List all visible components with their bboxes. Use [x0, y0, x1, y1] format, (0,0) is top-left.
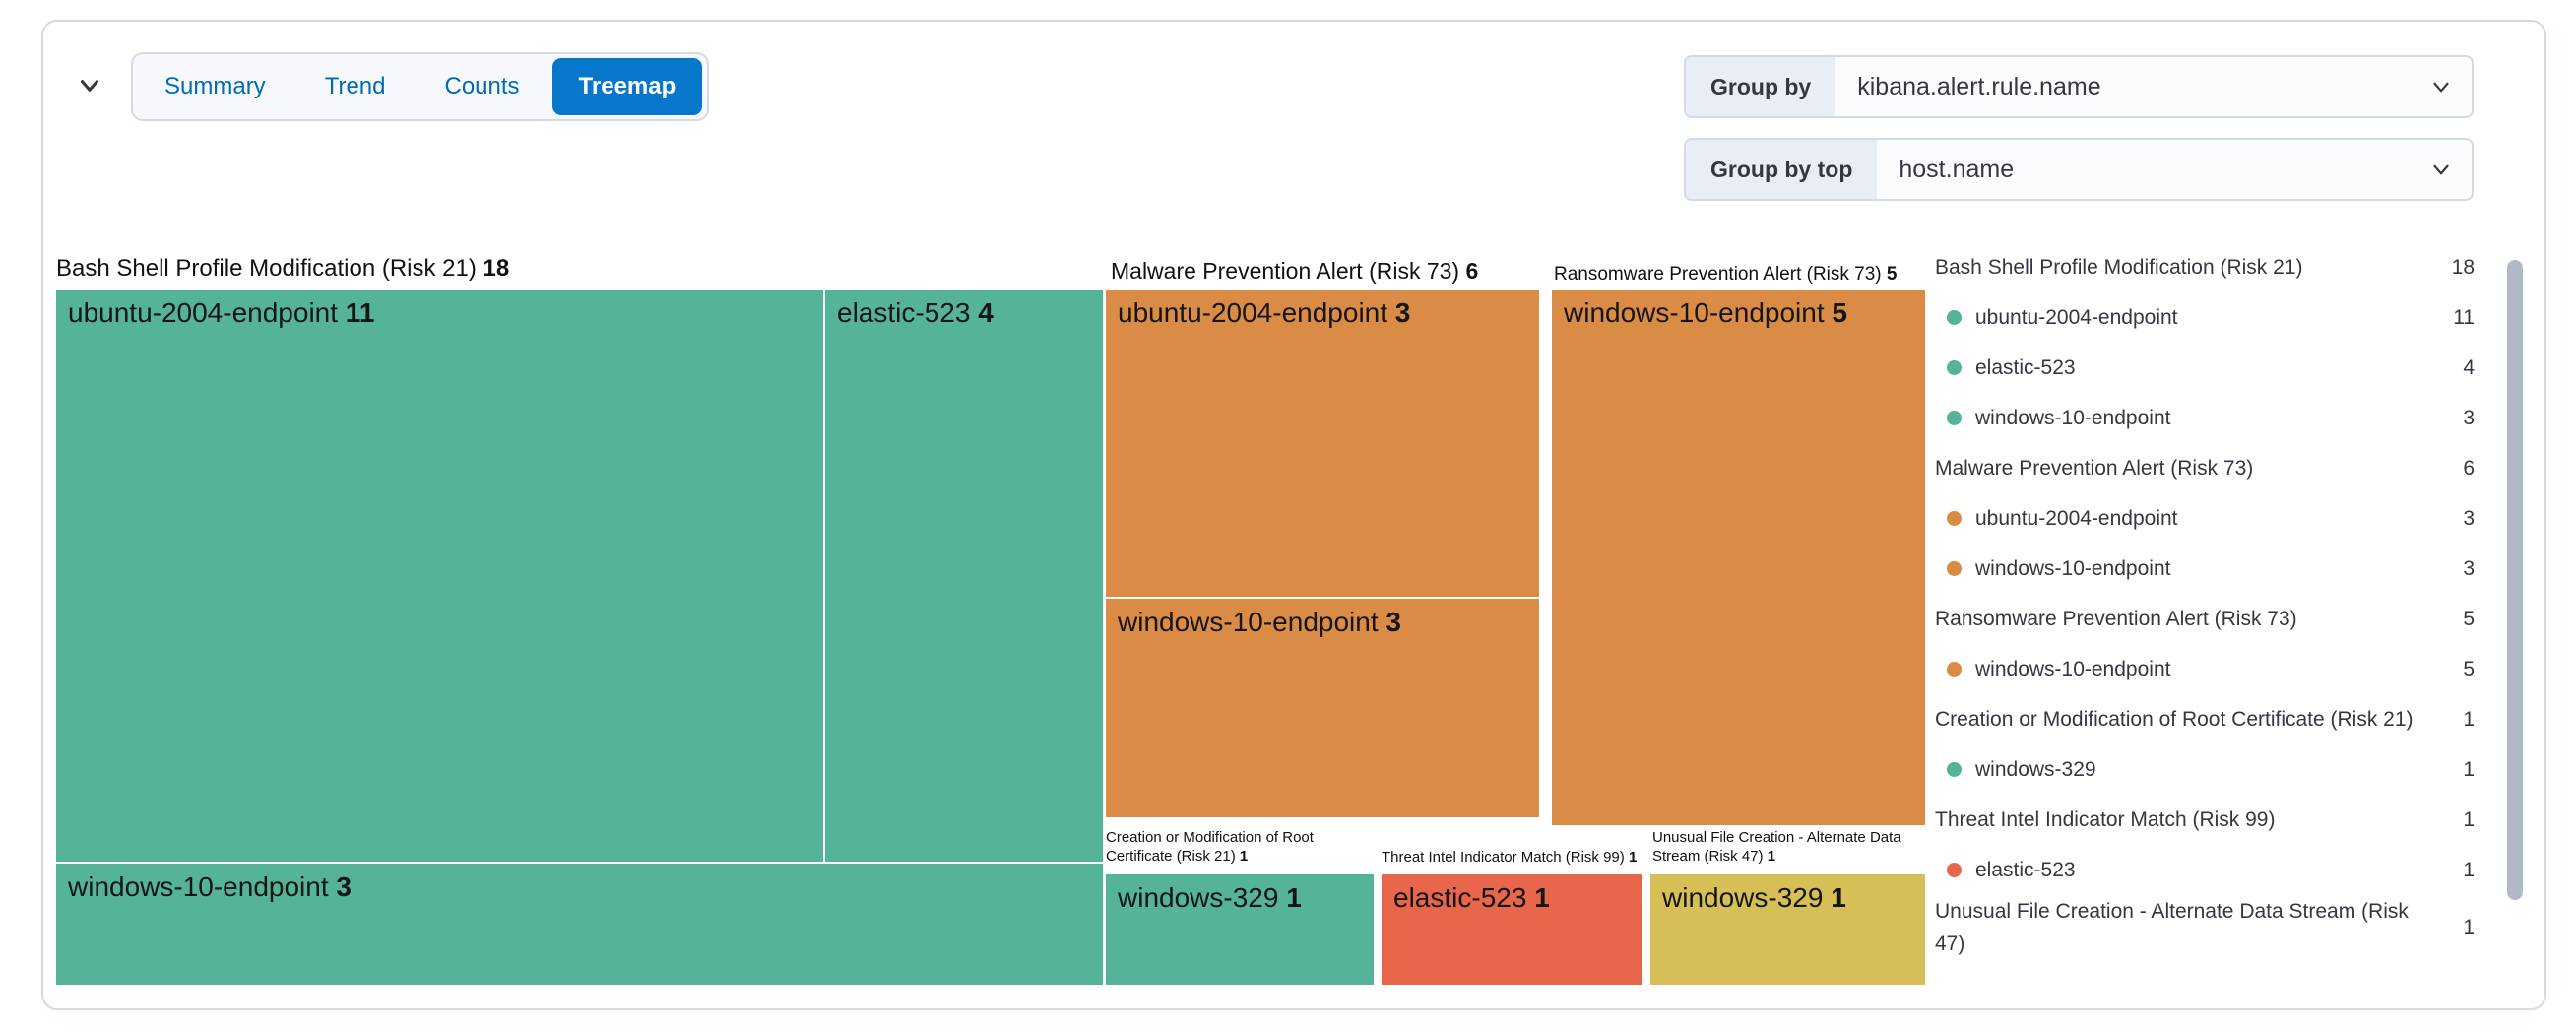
legend-item[interactable]: Bash Shell Profile Modification (Risk 21… — [1935, 242, 2475, 292]
legend-color-dot — [1947, 360, 1962, 375]
legend-item[interactable]: ubuntu-2004-endpoint 3 — [1935, 493, 2475, 544]
legend-item-count: 1 — [2463, 707, 2475, 731]
legend-item[interactable]: Unusual File Creation - Alternate Data S… — [1935, 895, 2475, 960]
legend-item-count: 18 — [2451, 255, 2475, 279]
legend-item-count: 1 — [2463, 807, 2475, 831]
treemap-group-label: Malware Prevention Alert (Risk 73) 6 — [1111, 258, 1479, 284]
legend-item[interactable]: windows-10-endpoint 3 — [1935, 544, 2475, 594]
group-by-value: kibana.alert.rule.name — [1857, 72, 2101, 100]
legend-color-dot — [1947, 411, 1962, 425]
legend-item-label: ubuntu-2004-endpoint — [1975, 306, 2178, 329]
legend-item-count: 1 — [2463, 858, 2475, 881]
treemap-tile[interactable]: elastic-523 4 — [824, 289, 1104, 863]
legend-color-dot — [1947, 561, 1962, 576]
legend-item[interactable]: windows-10-endpoint 5 — [1935, 644, 2475, 694]
legend-item[interactable]: Threat Intel Indicator Match (Risk 99) 1 — [1935, 795, 2475, 845]
legend-item-label: Malware Prevention Alert (Risk 73) — [1935, 457, 2254, 480]
group-by-prepend-label: Group by — [1686, 57, 1836, 116]
chart-view-button-group: Summary Trend Counts Treemap — [131, 52, 710, 121]
group-by-top-select[interactable]: Group by top host.name — [1684, 138, 2474, 201]
chevron-down-icon — [2411, 57, 2472, 116]
treemap-group-label: Unusual File Creation - Alternate Data S… — [1652, 829, 1901, 866]
treemap-tile[interactable]: windows-10-endpoint 5 — [1551, 289, 1926, 826]
treemap-group-label: Bash Shell Profile Modification (Risk 21… — [56, 255, 510, 282]
treemap-group-label: Ransomware Prevention Alert (Risk 73) 5 — [1554, 264, 1898, 285]
legend-item-label: windows-10-endpoint — [1975, 407, 2171, 429]
legend-item-label: Creation or Modification of Root Certifi… — [1935, 708, 2414, 731]
legend-item-label: Threat Intel Indicator Match (Risk 99) — [1935, 808, 2276, 831]
legend-item[interactable]: ubuntu-2004-endpoint 11 — [1935, 292, 2475, 343]
treemap-tile[interactable]: windows-329 1 — [1105, 873, 1375, 986]
legend-item[interactable]: Ransomware Prevention Alert (Risk 73) 5 — [1935, 594, 2475, 644]
legend-item-label: ubuntu-2004-endpoint — [1975, 507, 2178, 530]
group-by-top-value: host.name — [1899, 155, 2015, 183]
legend-scrollbar-thumb[interactable] — [2507, 260, 2523, 900]
legend-color-dot — [1947, 310, 1962, 325]
treemap-legend: Bash Shell Profile Modification (Risk 21… — [1935, 242, 2475, 960]
legend-item-label: Ransomware Prevention Alert (Risk 73) — [1935, 608, 2297, 630]
legend-item[interactable]: elastic-523 4 — [1935, 343, 2475, 393]
tab-trend[interactable]: Trend — [298, 58, 413, 115]
treemap-tile[interactable]: ubuntu-2004-endpoint 3 — [1105, 289, 1540, 598]
legend-item-label: elastic-523 — [1975, 859, 2076, 881]
legend-item-count: 3 — [2463, 506, 2475, 530]
legend-item[interactable]: Malware Prevention Alert (Risk 73) 6 — [1935, 443, 2475, 493]
legend-item-count: 1 — [2463, 916, 2475, 938]
legend-item[interactable]: Creation or Modification of Root Certifi… — [1935, 694, 2475, 744]
legend-color-dot — [1947, 662, 1962, 677]
legend-color-dot — [1947, 762, 1962, 777]
legend-item-count: 1 — [2463, 757, 2475, 781]
treemap-tile[interactable]: windows-10-endpoint 3 — [1105, 598, 1540, 818]
legend-item[interactable]: windows-329 1 — [1935, 744, 2475, 795]
treemap-tile[interactable]: elastic-523 1 — [1381, 873, 1642, 986]
legend-item-label: elastic-523 — [1975, 356, 2076, 379]
legend-item-count: 3 — [2463, 556, 2475, 580]
legend-color-dot — [1947, 511, 1962, 526]
legend-item-label: windows-10-endpoint — [1975, 658, 2171, 680]
treemap-group-label: Creation or Modification of Root Certifi… — [1106, 829, 1314, 866]
legend-item-count: 6 — [2463, 456, 2475, 480]
legend-item-count: 5 — [2463, 607, 2475, 630]
legend-item[interactable]: windows-10-endpoint 3 — [1935, 393, 2475, 443]
treemap-group-label: Threat Intel Indicator Match (Risk 99) 1 — [1382, 849, 1638, 866]
tab-summary[interactable]: Summary — [138, 58, 292, 115]
treemap-tile[interactable]: windows-329 1 — [1649, 873, 1926, 986]
legend-item[interactable]: elastic-523 1 — [1935, 845, 2475, 895]
group-by-top-prepend-label: Group by top — [1686, 140, 1878, 199]
tab-treemap[interactable]: Treemap — [551, 58, 703, 115]
legend-item-count: 3 — [2463, 406, 2475, 429]
legend-item-count: 4 — [2463, 355, 2475, 379]
chevron-down-icon — [2411, 140, 2472, 199]
chevron-down-icon — [73, 69, 106, 102]
legend-item-count: 11 — [2453, 305, 2475, 329]
legend-item-label: windows-10-endpoint — [1975, 557, 2171, 580]
group-by-select[interactable]: Group by kibana.alert.rule.name — [1684, 55, 2474, 118]
treemap-tile[interactable]: ubuntu-2004-endpoint 11 — [55, 289, 824, 863]
legend-color-dot — [1947, 863, 1962, 877]
legend-item-label: Bash Shell Profile Modification (Risk 21… — [1935, 256, 2303, 279]
collapse-section-button[interactable] — [67, 63, 112, 108]
legend-item-label: Unusual File Creation - Alternate Data S… — [1935, 900, 2409, 955]
legend-item-label: windows-329 — [1975, 758, 2096, 781]
tab-counts[interactable]: Counts — [419, 58, 547, 115]
treemap-tile[interactable]: windows-10-endpoint 3 — [55, 863, 1104, 986]
legend-item-count: 5 — [2463, 657, 2475, 680]
